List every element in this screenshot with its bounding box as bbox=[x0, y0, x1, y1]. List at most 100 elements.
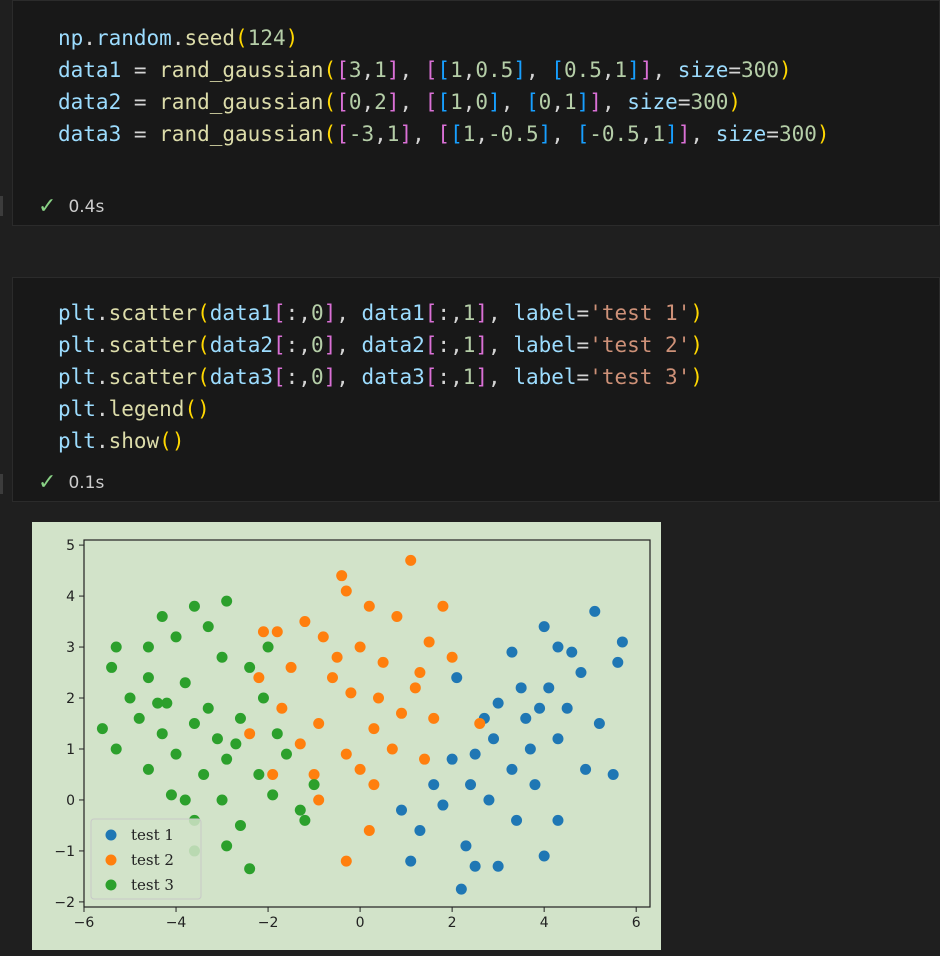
y-tick-label: 2 bbox=[66, 691, 75, 707]
code-token: = bbox=[576, 301, 590, 325]
gutter-marker bbox=[0, 474, 3, 494]
data-point bbox=[262, 641, 274, 653]
data-point bbox=[156, 728, 168, 740]
code-cell-1[interactable] bbox=[12, 0, 940, 226]
code-line[interactable]: plt.scatter(data1[:,0], data1[:,1], labe… bbox=[58, 297, 703, 329]
data-point bbox=[616, 636, 628, 648]
code-line[interactable]: plt.scatter(data2[:,0], data2[:,1], labe… bbox=[58, 329, 703, 361]
data-point bbox=[142, 641, 154, 653]
code-token: :, bbox=[285, 301, 311, 325]
code-token: data3 bbox=[361, 365, 425, 389]
data-point bbox=[133, 712, 145, 724]
code-token: data1 bbox=[361, 301, 425, 325]
cell-status-2: ✓ 0.1s bbox=[38, 472, 104, 494]
scatter-chart: −6 −4 −2 0 2 4 6 −2 −1 0 1 2 3 4 5 test 1 test 2 test 3 bbox=[54, 538, 651, 931]
data-point bbox=[405, 855, 417, 867]
code-cell-2[interactable] bbox=[12, 277, 940, 502]
code-token: ] bbox=[538, 122, 552, 146]
data-point bbox=[354, 763, 366, 775]
data-point bbox=[294, 804, 306, 816]
data-point bbox=[336, 570, 348, 582]
code-line[interactable]: plt.show() bbox=[58, 425, 703, 457]
code-token: [ bbox=[437, 122, 451, 146]
code-line[interactable]: data1 = rand_gaussian([3,1], [[1,0.5], [… bbox=[58, 54, 830, 86]
data-point bbox=[538, 850, 550, 862]
data-point bbox=[396, 804, 408, 816]
code-token: 0.5 bbox=[563, 58, 602, 82]
code-token: data1 bbox=[58, 58, 122, 82]
code-token: = bbox=[677, 90, 691, 114]
data-point bbox=[474, 718, 486, 729]
code-token: random bbox=[95, 26, 172, 50]
code-token: ( bbox=[323, 90, 337, 114]
code-token: ) bbox=[728, 90, 742, 114]
code-token: , bbox=[551, 122, 577, 146]
data-point bbox=[543, 682, 555, 694]
code-token: , bbox=[652, 58, 678, 82]
data-point bbox=[515, 682, 527, 694]
data-point bbox=[437, 799, 449, 811]
code-token: ) bbox=[778, 58, 792, 82]
data-point bbox=[593, 718, 605, 729]
code-editor-1[interactable]: np.random.seed(124) data1 = rand_gaussian… bbox=[58, 22, 830, 150]
legend-label: test 3 bbox=[131, 876, 174, 894]
data-point bbox=[221, 595, 233, 607]
code-token: 0 bbox=[310, 333, 324, 357]
code-token: size bbox=[677, 58, 729, 82]
code-token: ( bbox=[159, 429, 172, 453]
code-token: label bbox=[513, 365, 577, 389]
y-tick-label: 3 bbox=[66, 640, 75, 656]
code-token: [ bbox=[424, 90, 438, 114]
code-token: 1 bbox=[652, 122, 666, 146]
code-token: , bbox=[374, 122, 387, 146]
data-point bbox=[271, 728, 283, 740]
code-editor-2[interactable]: plt.scatter(data1[:,0], data1[:,1], labe… bbox=[58, 297, 703, 457]
data-point bbox=[451, 672, 463, 684]
data-point bbox=[280, 748, 292, 760]
code-token: scatter bbox=[108, 301, 198, 325]
data-point bbox=[267, 789, 279, 801]
data-point bbox=[308, 768, 320, 780]
code-token: = bbox=[576, 333, 590, 357]
code-token: plt bbox=[58, 301, 96, 325]
plot-output: −6 −4 −2 0 2 4 6 −2 −1 0 1 2 3 4 5 test 1 test 2 test 3 bbox=[32, 522, 661, 950]
data-point bbox=[276, 702, 288, 714]
code-token: 'test 3' bbox=[589, 365, 691, 389]
plot-frame bbox=[83, 539, 651, 908]
data-point bbox=[234, 712, 246, 724]
code-token: , bbox=[462, 58, 476, 82]
code-token: ] bbox=[589, 90, 602, 114]
data-point bbox=[469, 748, 481, 760]
code-token: 1 bbox=[462, 301, 476, 325]
data-point bbox=[419, 753, 431, 765]
code-token: 124 bbox=[247, 26, 286, 50]
x-tick-label: 4 bbox=[540, 915, 549, 931]
code-line[interactable]: np.random.seed(124) bbox=[58, 22, 830, 54]
code-token: -0.5 bbox=[488, 122, 539, 146]
code-token: [ bbox=[272, 365, 286, 389]
data-point bbox=[156, 610, 168, 622]
code-line[interactable]: plt.scatter(data3[:,0], data3[:,1], labe… bbox=[58, 361, 703, 393]
data-point bbox=[271, 626, 283, 638]
code-token: , bbox=[551, 90, 564, 114]
y-tick-label: 5 bbox=[66, 538, 75, 554]
code-token: plt bbox=[58, 429, 96, 453]
code-token: -0.5 bbox=[589, 122, 640, 146]
code-token: :, bbox=[437, 333, 463, 357]
code-line[interactable]: data2 = rand_gaussian([0,2], [[1,0], [0,… bbox=[58, 86, 830, 118]
code-token: 1 bbox=[462, 365, 476, 389]
data-point bbox=[253, 768, 265, 780]
code-line[interactable]: data3 = rand_gaussian([-3,1], [[1,-0.5],… bbox=[58, 118, 830, 150]
code-token: ) bbox=[197, 397, 210, 421]
code-token: ] bbox=[475, 365, 489, 389]
legend-label: test 2 bbox=[131, 851, 174, 869]
data-point bbox=[198, 768, 210, 780]
data-point bbox=[363, 600, 375, 612]
code-token: , bbox=[500, 90, 526, 114]
code-token: [ bbox=[336, 58, 349, 82]
code-line[interactable]: plt.legend() bbox=[58, 393, 703, 425]
x-tick-label: −6 bbox=[74, 915, 95, 931]
code-token: 0.5 bbox=[475, 58, 514, 82]
code-token: = bbox=[121, 122, 160, 146]
code-token: data3 bbox=[209, 365, 273, 389]
